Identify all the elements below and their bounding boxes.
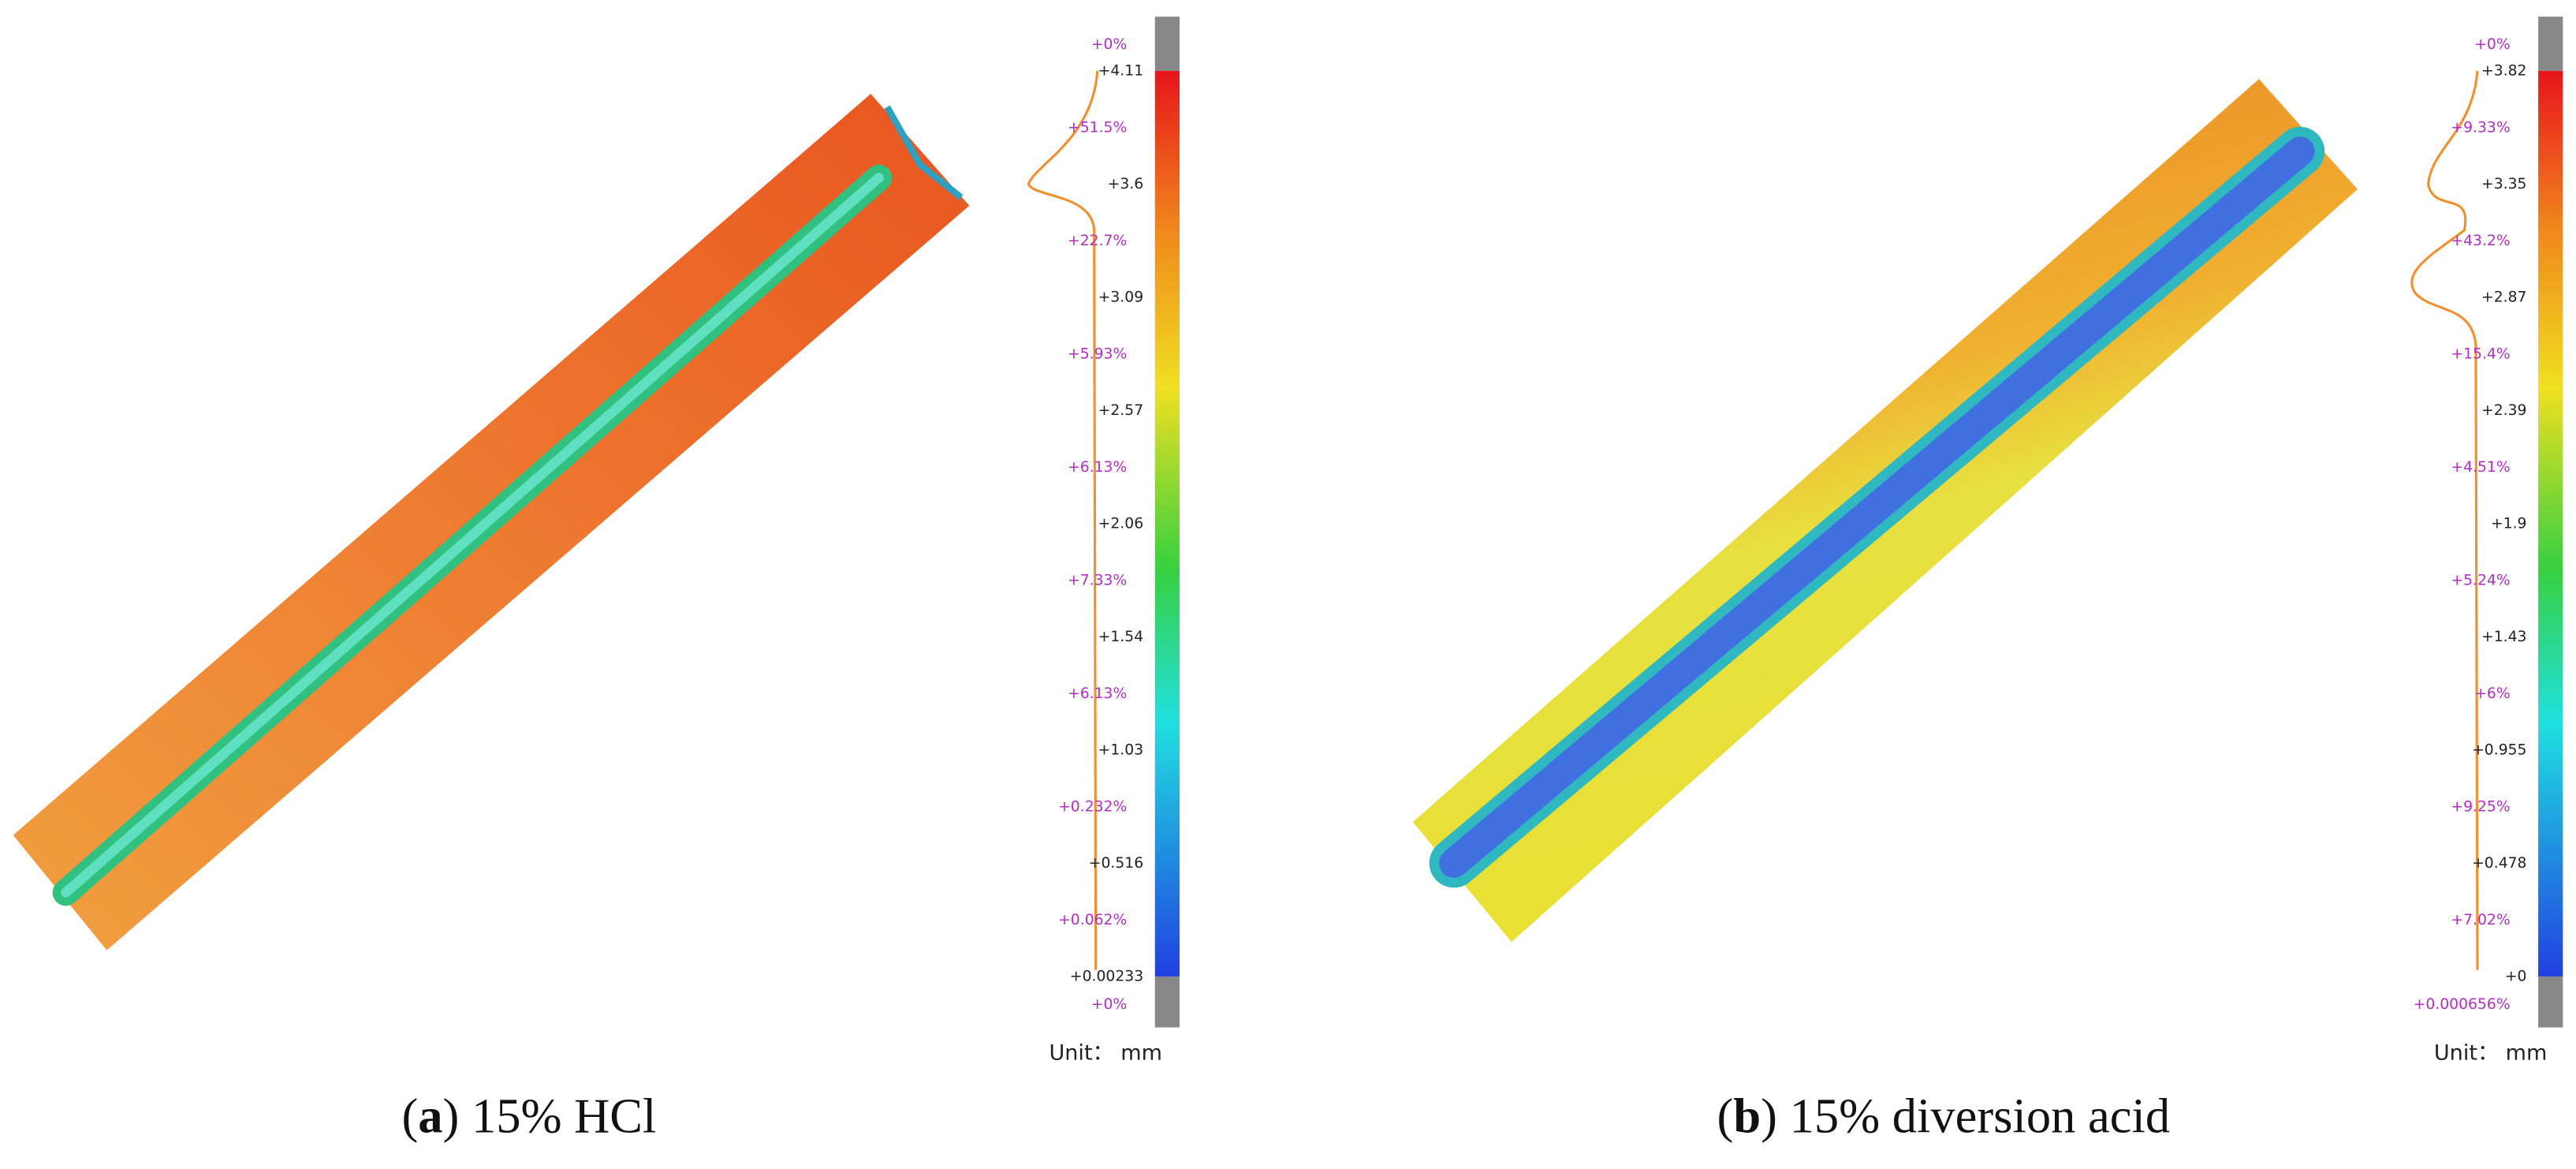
- percent-label: +43.2%: [2451, 233, 2510, 249]
- percent-label: +7.33%: [1068, 572, 1127, 588]
- colorbar-b: [2410, 17, 2563, 1028]
- unit-label: Unit： mm: [2434, 1040, 2548, 1065]
- caption-part: (: [401, 1089, 418, 1144]
- scale-label: +3.6: [1108, 176, 1144, 192]
- caption-part: b: [1733, 1089, 1761, 1144]
- percent-label: +7.02%: [2451, 912, 2510, 928]
- percent-label: +0.232%: [1058, 798, 1127, 815]
- percent-label: +6.13%: [1068, 685, 1127, 702]
- scale-label: +4.11: [1098, 62, 1143, 79]
- caption-part: a: [418, 1089, 442, 1144]
- scale-label: +1.54: [1098, 629, 1143, 645]
- scale-label: +2.57: [1098, 402, 1143, 419]
- percent-label: +6.13%: [1068, 459, 1127, 476]
- percent-label: +15.4%: [2451, 345, 2510, 362]
- scale-label: +0.478: [2472, 855, 2526, 872]
- scale-label: +2.87: [2481, 289, 2526, 305]
- percent-label: +0.000656%: [2414, 996, 2511, 1013]
- percent-label: +0.062%: [1058, 912, 1127, 928]
- percent-label: +0%: [1091, 36, 1127, 53]
- percent-label: +9.25%: [2451, 798, 2510, 815]
- caption-part: (: [1717, 1089, 1734, 1144]
- scale-label: +1.9: [2491, 515, 2527, 532]
- scale-label: +3.09: [1098, 289, 1143, 305]
- colorbar-a: [1027, 17, 1180, 1028]
- percent-label: +22.7%: [1068, 233, 1127, 249]
- scale-label: +0.00233: [1070, 968, 1143, 984]
- scale-label: +0: [2505, 968, 2527, 984]
- scale-label: +2.06: [1098, 515, 1143, 532]
- percent-label: +0%: [2474, 36, 2510, 53]
- caption: (b) 15% diversion acid: [1717, 1089, 2171, 1144]
- scale-label: +1.43: [2481, 629, 2526, 645]
- caption-part: ) 15% diversion acid: [1761, 1089, 2170, 1144]
- scale-label: +0.955: [2472, 741, 2526, 758]
- scan-image-b: [1412, 79, 2358, 943]
- percent-label: +5.93%: [1068, 345, 1127, 362]
- percent-label: +5.24%: [2451, 572, 2510, 588]
- percent-label: +6%: [2474, 685, 2510, 702]
- unit-label: Unit： mm: [1049, 1040, 1162, 1065]
- percent-label: +51.5%: [1068, 119, 1127, 136]
- caption: (a) 15% HCl: [401, 1089, 656, 1144]
- percent-label: +9.33%: [2451, 119, 2510, 136]
- caption-part: ) 15% HCl: [443, 1089, 657, 1144]
- percent-label: +4.51%: [2451, 459, 2510, 476]
- scale-label: +3.82: [2481, 62, 2526, 79]
- scale-label: +1.03: [1098, 741, 1143, 758]
- scale-label: +2.39: [2481, 402, 2526, 419]
- percent-label: +0%: [1091, 996, 1127, 1013]
- scale-label: +3.35: [2481, 176, 2526, 192]
- scan-image-a: [13, 94, 970, 951]
- scale-label: +0.516: [1089, 855, 1143, 872]
